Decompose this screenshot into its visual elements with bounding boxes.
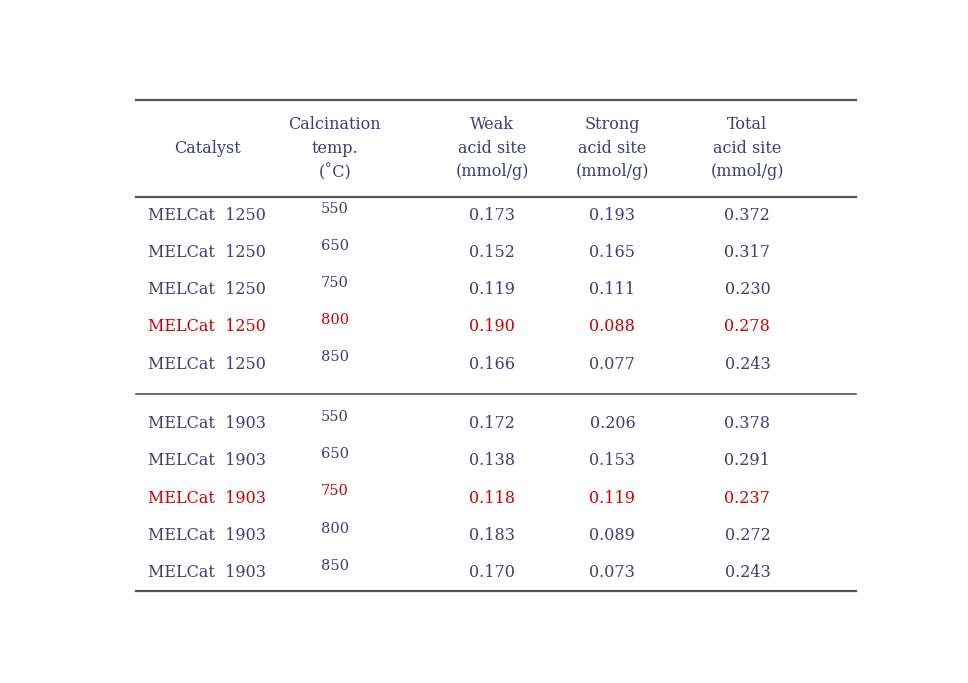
Text: Calcination
temp.
(˚C): Calcination temp. (˚C) <box>288 116 381 181</box>
Text: 0.118: 0.118 <box>469 490 515 507</box>
Text: 0.230: 0.230 <box>724 281 771 298</box>
Text: 0.138: 0.138 <box>469 452 515 469</box>
Text: 0.243: 0.243 <box>724 356 771 372</box>
Text: Weak
acid site
(mmol/g): Weak acid site (mmol/g) <box>456 117 529 180</box>
Text: 0.291: 0.291 <box>724 452 771 469</box>
Text: 850: 850 <box>320 559 348 573</box>
Text: 750: 750 <box>320 276 348 290</box>
Text: 0.278: 0.278 <box>724 318 771 335</box>
Text: 650: 650 <box>320 239 348 253</box>
Text: 0.119: 0.119 <box>590 490 635 507</box>
Text: 650: 650 <box>320 447 348 461</box>
Text: 0.119: 0.119 <box>469 281 515 298</box>
Text: 0.170: 0.170 <box>469 564 515 581</box>
Text: 0.173: 0.173 <box>469 207 515 224</box>
Text: MELCat  1903: MELCat 1903 <box>148 564 266 581</box>
Text: 0.378: 0.378 <box>724 415 771 432</box>
Text: 550: 550 <box>320 201 348 216</box>
Text: MELCat  1250: MELCat 1250 <box>148 244 266 261</box>
Text: 0.111: 0.111 <box>590 281 635 298</box>
Text: 0.206: 0.206 <box>590 415 635 432</box>
Text: Catalyst: Catalyst <box>174 140 241 157</box>
Text: 0.073: 0.073 <box>590 564 635 581</box>
Text: 0.190: 0.190 <box>469 318 515 335</box>
Text: MELCat  1250: MELCat 1250 <box>148 318 266 335</box>
Text: MELCat  1903: MELCat 1903 <box>148 452 266 469</box>
Text: 550: 550 <box>320 410 348 424</box>
Text: 0.272: 0.272 <box>724 527 771 544</box>
Text: Total
acid site
(mmol/g): Total acid site (mmol/g) <box>711 117 784 180</box>
Text: 0.172: 0.172 <box>469 415 515 432</box>
Text: MELCat  1903: MELCat 1903 <box>148 415 266 432</box>
Text: 850: 850 <box>320 350 348 364</box>
Text: MELCat  1903: MELCat 1903 <box>148 490 266 507</box>
Text: 0.183: 0.183 <box>469 527 515 544</box>
Text: MELCat  1250: MELCat 1250 <box>148 281 266 298</box>
Text: 0.077: 0.077 <box>590 356 635 372</box>
Text: 800: 800 <box>320 313 348 327</box>
Text: 0.153: 0.153 <box>590 452 635 469</box>
Text: 0.237: 0.237 <box>724 490 771 507</box>
Text: 0.152: 0.152 <box>469 244 515 261</box>
Text: 0.165: 0.165 <box>590 244 635 261</box>
Text: 0.317: 0.317 <box>724 244 771 261</box>
Text: 750: 750 <box>320 484 348 499</box>
Text: 0.166: 0.166 <box>469 356 515 372</box>
Text: 0.088: 0.088 <box>590 318 635 335</box>
Text: 0.089: 0.089 <box>590 527 635 544</box>
Text: 0.243: 0.243 <box>724 564 771 581</box>
Text: MELCat  1250: MELCat 1250 <box>148 207 266 224</box>
Text: 0.372: 0.372 <box>724 207 771 224</box>
Text: 0.193: 0.193 <box>590 207 635 224</box>
Text: Strong
acid site
(mmol/g): Strong acid site (mmol/g) <box>576 117 650 180</box>
Text: MELCat  1250: MELCat 1250 <box>148 356 266 372</box>
Text: MELCat  1903: MELCat 1903 <box>148 527 266 544</box>
Text: 800: 800 <box>320 522 348 535</box>
